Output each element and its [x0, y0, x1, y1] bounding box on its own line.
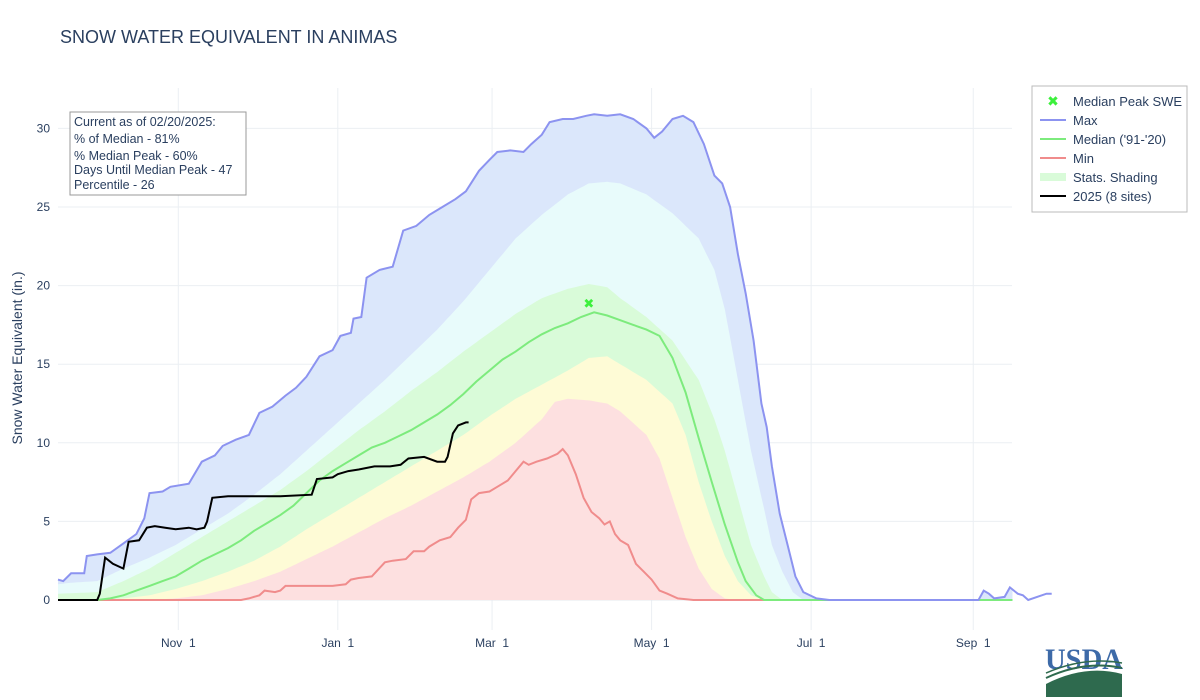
legend-swatch-shading	[1040, 173, 1066, 181]
x-tick-label: Jan 1	[321, 636, 354, 650]
chart-title: SNOW WATER EQUIVALENT IN ANIMAS	[60, 27, 397, 47]
annotation-line-1: Current as of 02/20/2025:	[74, 115, 216, 129]
legend-swatch-median-peak: ✖	[1047, 93, 1059, 109]
annotation-line-5: Percentile - 26	[74, 178, 155, 192]
current-stats-annotation: Current as of 02/20/2025: % of Median - …	[69, 111, 247, 196]
legend-item-median-peak[interactable]: ✖ Median Peak SWE	[1047, 93, 1182, 109]
band-10-to-min	[58, 398, 1013, 600]
y-tick-label: 25	[37, 200, 51, 214]
annotation-box	[69, 111, 247, 196]
legend-label-current: 2025 (8 sites)	[1073, 189, 1152, 204]
legend-label-median-peak: Median Peak SWE	[1073, 94, 1182, 109]
legend-item-median[interactable]: Median ('91-'20)	[1040, 132, 1166, 147]
axis-ticks: 0 5 10 15 20 25 30 Nov 1 Jan 1 Mar 1 May 1 Jul 1 Sep…	[37, 121, 991, 650]
legend-box	[1031, 85, 1188, 213]
usda-logo-stripe-1	[1045, 664, 1123, 679]
annotation-line-2: % of Median - 81%	[74, 132, 180, 146]
series-line-median[interactable]	[58, 311, 1013, 601]
legend-label-median: Median ('91-'20)	[1073, 132, 1166, 147]
legend-label-shading: Stats. Shading	[1073, 170, 1158, 185]
legend-item-max[interactable]: Max	[1040, 113, 1098, 128]
y-tick-label: 20	[37, 279, 51, 293]
usda-logo-field	[1046, 670, 1122, 697]
y-tick-label: 0	[43, 593, 50, 607]
y-tick-label: 30	[37, 121, 51, 135]
legend: ✖ Median Peak SWE Max Median ('91-'20) M…	[1031, 85, 1188, 213]
series-line-2025[interactable]	[58, 421, 469, 601]
x-tick-label: May 1	[634, 636, 670, 650]
legend-label-max: Max	[1073, 113, 1098, 128]
legend-item-current[interactable]: 2025 (8 sites)	[1040, 189, 1152, 204]
x-tick-label: Jul 1	[797, 636, 826, 650]
series-line-min[interactable]	[58, 447, 1013, 601]
y-axis-title: Snow Water Equivalent (in.)	[9, 272, 25, 445]
legend-item-min[interactable]: Min	[1040, 151, 1094, 166]
annotation-line-3: % Median Peak - 60%	[74, 149, 198, 163]
x-tick-label: Sep 1	[956, 636, 991, 650]
usda-logo-stripe-2	[1045, 660, 1123, 674]
median-peak-marker[interactable]: ✖	[583, 296, 594, 311]
series-lines[interactable]	[57, 113, 1052, 602]
legend-item-shading[interactable]: Stats. Shading	[1040, 170, 1158, 185]
y-tick-label: 15	[37, 357, 51, 371]
usda-logo-wordmark: USDA	[1045, 643, 1123, 676]
usda-logo: USDA	[1045, 643, 1123, 697]
markers[interactable]: ✖	[583, 296, 594, 311]
y-tick-label: 5	[43, 514, 50, 528]
x-tick-label: Mar 1	[475, 636, 509, 650]
legend-label-min: Min	[1073, 151, 1094, 166]
y-tick-label: 10	[37, 436, 51, 450]
x-tick-label: Nov 1	[161, 636, 196, 650]
annotation-line-4: Days Until Median Peak - 47	[74, 163, 232, 177]
series-line-max[interactable]	[57, 113, 1052, 602]
